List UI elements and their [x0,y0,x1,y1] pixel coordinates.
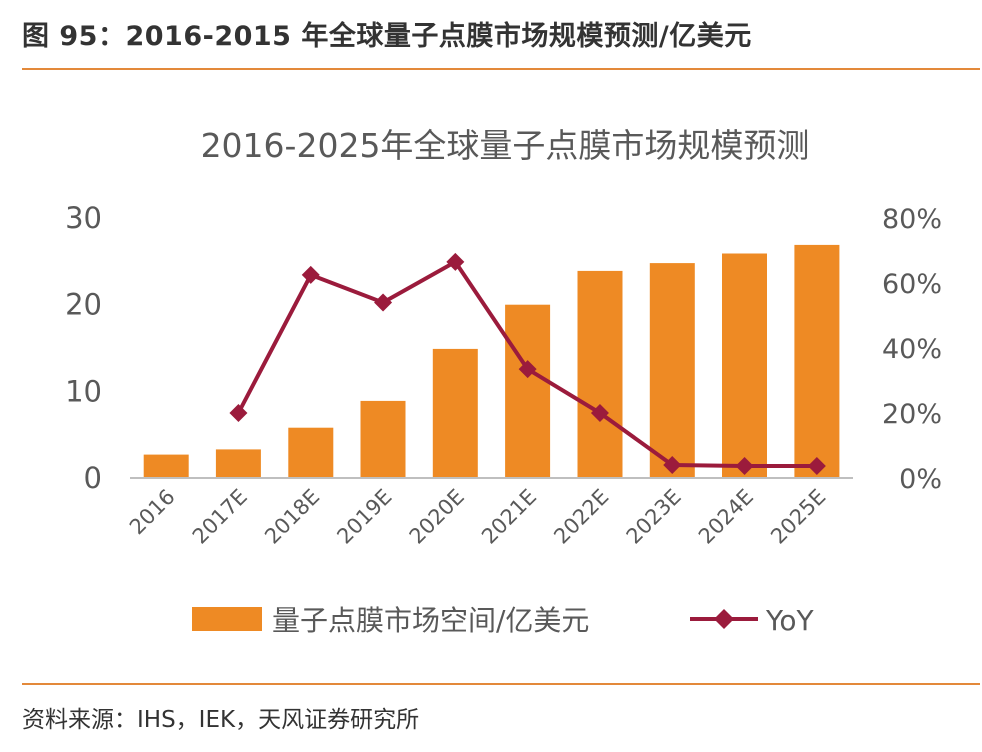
figure-header: 图 95：2016-2015 年全球量子点膜市场规模预测/亿美元 [22,21,752,52]
bar-2016 [143,454,189,478]
x-tick: 2017E [188,485,252,549]
x-tick: 2023E [622,485,686,549]
bar-2018E [288,427,334,478]
header-divider [22,68,980,70]
yoy-point-2020E [446,252,465,271]
yoy-point-2018E [301,265,320,284]
y-left-tick: 30 [65,201,102,235]
yoy-point-2025E [807,456,826,475]
bar-2025E [794,244,840,478]
chart-title: 2016-2025年全球量子点膜市场规模预测 [201,126,810,165]
x-tick: 2025E [766,485,830,549]
chart: 2016-2025年全球量子点膜市场规模预测 0 10 20 30 0% 20% 40% 6… [65,126,942,637]
bar-2024E [722,253,767,478]
y-right-tick: 40% [882,334,942,365]
bar-2022E [577,270,623,478]
yoy-point-2017E [229,404,248,422]
source-note: 资料来源：IHS，IEK，天风证券研究所 [22,707,420,733]
footer-divider [22,683,980,685]
x-tick: 2024E [694,485,758,549]
y-right-tick: 20% [882,399,942,430]
bar-2019E [360,400,406,478]
legend-diamond-marker [714,609,734,629]
x-tick-labels: 2016 2017E 2018E 2019E 2020E 2021E 2022E 2023E 2… [125,485,830,549]
y-left-tick: 20 [65,288,102,322]
yoy-line-series [229,252,826,475]
legend-line-label: YoY [765,604,815,637]
y-right-tick-labels: 0% 20% 40% 60% 80% [882,204,942,495]
x-tick: 2018E [260,485,324,549]
legend-bar-label: 量子点膜市场空间/亿美元 [272,604,589,637]
x-tick: 2021E [477,485,541,549]
y-right-tick: 80% [882,204,942,235]
x-tick: 2019E [332,485,396,549]
bar-2020E [432,348,478,478]
legend-bar-swatch [192,607,262,631]
bar-2017E [215,449,261,478]
yoy-point-2023E [663,456,682,474]
yoy-point-2021E [518,360,537,379]
bar-2023E [649,263,695,478]
yoy-point-2022E [590,404,609,422]
x-tick: 2022E [549,485,613,549]
x-tick: 2016 [125,485,180,540]
x-tick: 2020E [405,485,469,549]
bar-2021E [505,304,551,478]
yoy-point-2019E [374,293,393,312]
y-left-tick: 0 [84,461,102,495]
y-right-tick: 0% [899,464,942,495]
y-left-tick: 10 [65,374,102,408]
y-left-tick-labels: 0 10 20 30 [65,201,102,495]
y-right-tick: 60% [882,269,942,300]
legend: 量子点膜市场空间/亿美元 YoY [192,604,815,637]
yoy-point-2024E [735,456,754,475]
bar-series [143,244,840,478]
